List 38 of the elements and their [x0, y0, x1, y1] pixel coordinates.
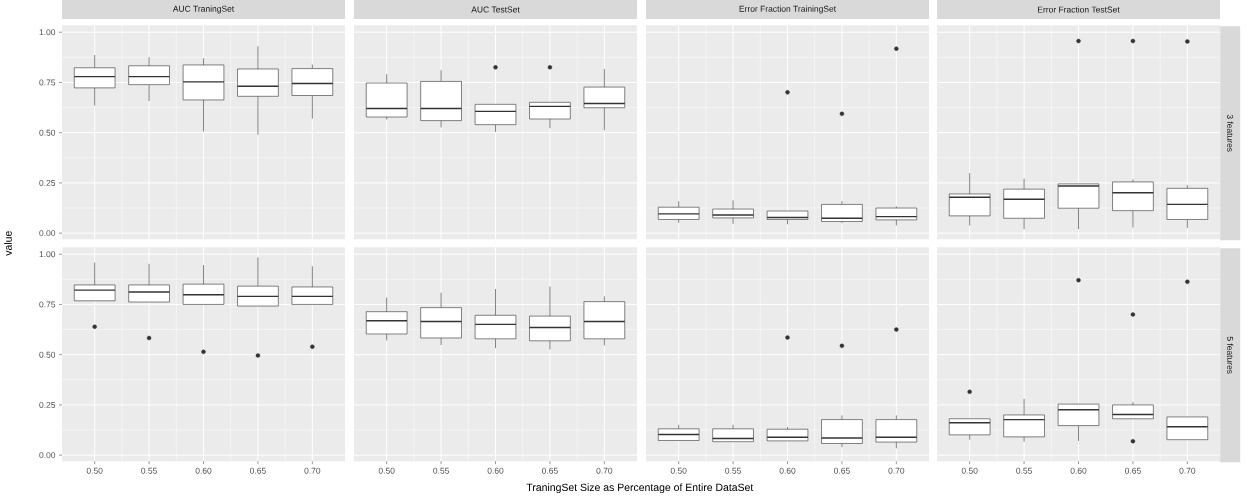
- x-tick-label: 0.65: [250, 467, 266, 474]
- x-tick-label: 0.70: [888, 467, 905, 474]
- x-tick-label: 0.70: [304, 467, 321, 474]
- chart-title: AUC TestSet: [471, 6, 520, 13]
- x-tick-label: 0.55: [433, 467, 449, 474]
- x-tick-label: 0.55: [141, 467, 157, 474]
- y-tick-label: 0.75: [39, 301, 56, 308]
- x-tick-label: 0.55: [725, 467, 741, 474]
- x-tick-label: 0.65: [834, 467, 850, 474]
- y-tick-label: 0.75: [39, 79, 56, 86]
- y-tick-label: 1.00: [39, 251, 56, 258]
- x-tick-label: 0.50: [86, 467, 103, 474]
- x-tick-label: 0.65: [542, 467, 558, 474]
- y-tick-label: 0.00: [39, 230, 56, 237]
- x-tick-label: 0.60: [487, 467, 504, 474]
- x-tick-label: 0.70: [1179, 467, 1196, 474]
- chart-title: Error Fraction TestSet: [1038, 6, 1120, 13]
- y-tick-label: 0.25: [39, 179, 56, 186]
- x-tick-label: 0.60: [195, 467, 212, 474]
- y-tick-label: 0.00: [39, 452, 56, 459]
- text: 3 features: [1227, 114, 1234, 152]
- y-tick-label: 0.50: [39, 351, 56, 358]
- x-tick-label: 0.60: [779, 467, 796, 474]
- x-axis-title: TraningSet Size as Percentage of Entire DataSet: [526, 483, 754, 494]
- y-tick-label: 0.25: [39, 401, 56, 408]
- x-tick-label: 0.60: [1070, 467, 1087, 474]
- x-tick-label: 0.70: [596, 467, 613, 474]
- x-tick-label: 0.50: [961, 467, 978, 474]
- y-tick-label: 0.50: [39, 129, 56, 136]
- y-axis-title: value: [4, 231, 12, 256]
- x-tick-label: 0.65: [1125, 467, 1141, 474]
- text: 5 features: [1227, 336, 1234, 374]
- chart-title: Error Fraction TrainingSet: [739, 5, 836, 14]
- chart-title: AUC TraningSet: [172, 5, 235, 14]
- x-tick-label: 0.55: [1016, 467, 1032, 474]
- x-tick-label: 0.50: [670, 467, 687, 474]
- x-tick-label: 0.50: [378, 467, 395, 474]
- y-tick-label: 1.00: [39, 29, 56, 36]
